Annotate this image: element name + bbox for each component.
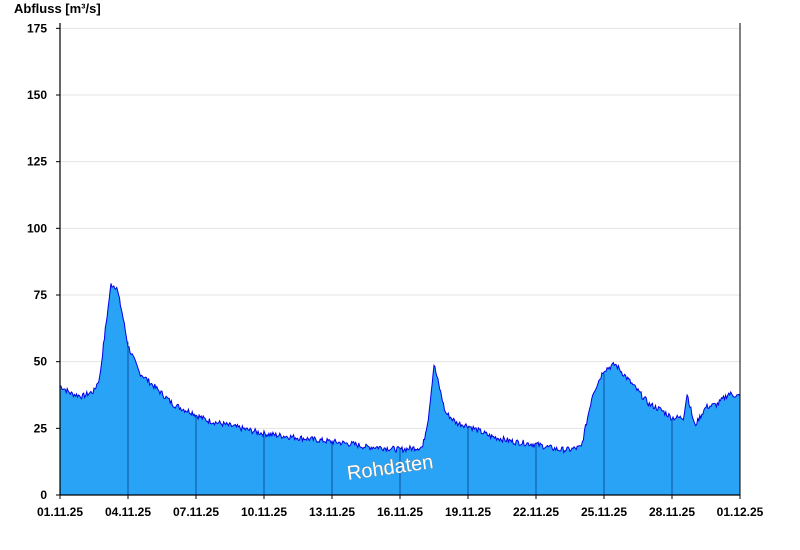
- y-tick-label: 175: [27, 21, 47, 35]
- x-tick-labels: 01.11.25 04.11.25 07.11.25 10.11.25 13.11.25…: [37, 505, 764, 519]
- y-tick-label: 25: [34, 421, 48, 435]
- y-tick-labels: 0 25 50 75 100 125 150 175: [27, 21, 47, 502]
- series-area: [59, 283, 741, 495]
- y-axis-label: Abfluss [m³/s]: [14, 1, 101, 16]
- y-tick-label: 50: [34, 355, 48, 369]
- day-marker-lines: [127, 341, 673, 495]
- x-tick-label: 01.12.25: [717, 505, 764, 519]
- x-tick-label: 04.11.25: [105, 505, 151, 519]
- x-tick-label: 28.11.25: [649, 505, 695, 519]
- x-tick-label: 19.11.25: [445, 505, 491, 519]
- series-line: [59, 283, 741, 455]
- y-tick-label: 75: [34, 288, 48, 302]
- y-tick-label: 0: [40, 488, 47, 502]
- y-tick-label: 100: [27, 221, 47, 235]
- x-tick-label: 13.11.25: [309, 505, 355, 519]
- x-tick-label: 01.11.25: [37, 505, 83, 519]
- x-tick-label: 10.11.25: [241, 505, 287, 519]
- axes: [56, 23, 741, 499]
- y-tick-label: 150: [27, 88, 47, 102]
- grid-lines: [60, 27, 740, 429]
- series-fill: [60, 283, 740, 495]
- x-tick-label: 16.11.25: [377, 505, 423, 519]
- y-tick-label: 125: [27, 155, 47, 169]
- x-tick-label: 25.11.25: [581, 505, 627, 519]
- x-tick-label: 07.11.25: [173, 505, 219, 519]
- x-tick-label: 22.11.25: [513, 505, 559, 519]
